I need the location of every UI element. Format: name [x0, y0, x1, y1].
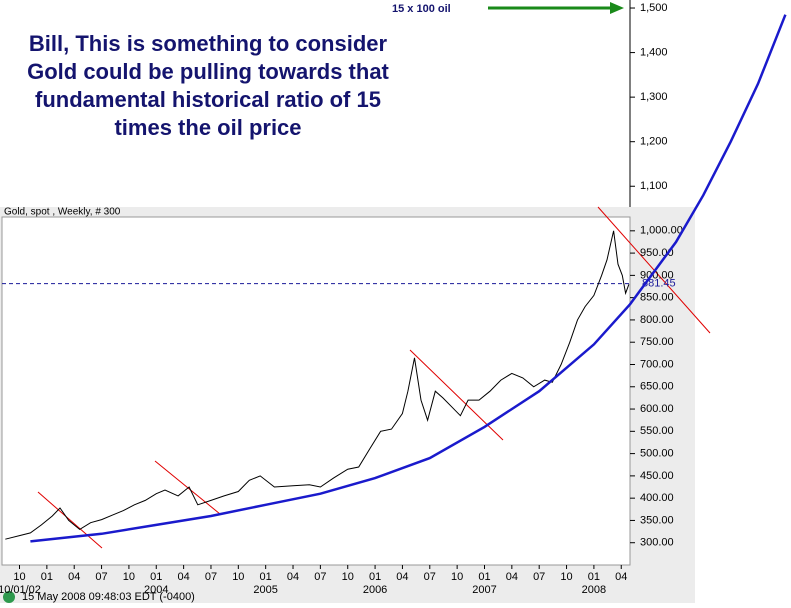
x-year-label: 2006 — [363, 584, 387, 596]
trend-line — [37, 491, 103, 549]
x-year-label: 2008 — [582, 584, 606, 596]
x-tick-label: 01 — [260, 571, 272, 583]
x-year-label: 10/01/02 — [0, 584, 41, 596]
y-tick-label: 300.00 — [640, 537, 674, 549]
x-tick-label: 04 — [506, 571, 518, 583]
trend-curve — [30, 14, 787, 543]
x-tick-label: 01 — [150, 571, 162, 583]
y-tick-label: 500.00 — [640, 448, 674, 460]
y-tick-label: 1,500 — [640, 2, 668, 14]
x-tick-label: 10 — [342, 571, 354, 583]
x-tick-label: 07 — [205, 571, 217, 583]
y-tick-label: 1,400 — [640, 46, 668, 58]
y-tick-label: 650.00 — [640, 381, 674, 393]
y-tick-label: 350.00 — [640, 514, 674, 526]
x-tick-label: 07 — [424, 571, 436, 583]
status-icon — [3, 591, 15, 603]
y-tick-label: 1,300 — [640, 91, 668, 103]
x-year-label: 2005 — [253, 584, 277, 596]
x-tick-label: 04 — [287, 571, 299, 583]
x-tick-label: 10 — [560, 571, 572, 583]
y-tick-label: 700.00 — [640, 358, 674, 370]
x-tick-label: 10 — [232, 571, 244, 583]
x-tick-label: 10 — [451, 571, 463, 583]
y-tick-label: 750.00 — [640, 336, 674, 348]
x-tick-label: 01 — [369, 571, 381, 583]
last-value-label: 881.45 — [642, 278, 676, 290]
y-tick-label: 400.00 — [640, 492, 674, 504]
x-tick-label: 10 — [123, 571, 135, 583]
y-tick-label: 600.00 — [640, 403, 674, 415]
annotation: Bill, This is something to consider — [29, 31, 388, 56]
x-tick-label: 07 — [95, 571, 107, 583]
x-year-label: 2004 — [144, 584, 168, 596]
footer: 15 May 2008 09:48:03 EDT (-0400) — [22, 591, 195, 603]
y-tick-label: 450.00 — [640, 470, 674, 482]
x-tick-label: 01 — [588, 571, 600, 583]
price-line — [5, 230, 630, 540]
x-tick-label: 01 — [41, 571, 53, 583]
y-tick-label: 1,100 — [640, 180, 668, 192]
x-tick-label: 04 — [177, 571, 189, 583]
arrow-label: 15 x 100 oil — [392, 3, 451, 15]
trend-line — [154, 460, 221, 515]
arrow-head — [610, 2, 624, 14]
x-tick-label: 07 — [533, 571, 545, 583]
y-tick-label: 1,200 — [640, 136, 668, 148]
plot-area — [1, 216, 631, 566]
x-tick-label: 07 — [314, 571, 326, 583]
x-tick-label: 01 — [478, 571, 490, 583]
x-year-label: 2007 — [472, 584, 496, 596]
annotation: fundamental historical ratio of 15 — [35, 87, 381, 112]
annotation: Gold could be pulling towards that — [27, 59, 389, 84]
y-tick-label: 1,000.00 — [640, 225, 683, 237]
x-tick-label: 04 — [68, 571, 80, 583]
y-tick-label: 550.00 — [640, 425, 674, 437]
chart-header: Gold, spot , Weekly, # 300 — [4, 207, 121, 218]
x-tick-label: 04 — [396, 571, 408, 583]
y-tick-label: 850.00 — [640, 292, 674, 304]
annotation: times the oil price — [114, 115, 301, 140]
y-tick-label: 800.00 — [640, 314, 674, 326]
x-tick-label: 04 — [615, 571, 627, 583]
x-tick-label: 10 — [13, 571, 25, 583]
